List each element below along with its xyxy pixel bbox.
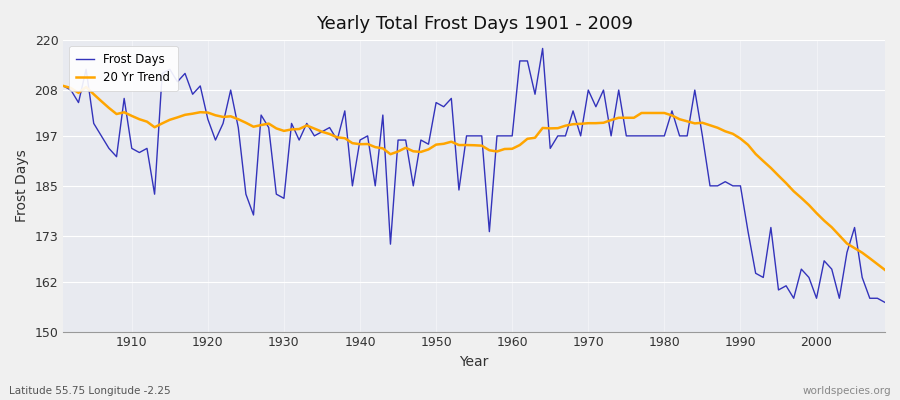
20 Yr Trend bbox=[332, 135, 343, 140]
Text: Latitude 55.75 Longitude -2.25: Latitude 55.75 Longitude -2.25 bbox=[9, 386, 171, 396]
20 Yr Trend bbox=[58, 84, 68, 88]
Frost Days bbox=[537, 46, 548, 51]
Frost Days bbox=[58, 84, 68, 88]
Frost Days bbox=[286, 121, 297, 126]
X-axis label: Year: Year bbox=[460, 355, 489, 369]
Frost Days bbox=[879, 300, 890, 305]
Line: 20 Yr Trend: 20 Yr Trend bbox=[63, 86, 885, 270]
Frost Days bbox=[119, 96, 130, 101]
Frost Days bbox=[500, 134, 510, 138]
Text: worldspecies.org: worldspecies.org bbox=[803, 386, 891, 396]
20 Yr Trend bbox=[879, 268, 890, 272]
Line: Frost Days: Frost Days bbox=[63, 48, 885, 302]
Frost Days bbox=[507, 134, 517, 138]
20 Yr Trend bbox=[500, 146, 510, 151]
20 Yr Trend bbox=[119, 110, 130, 115]
Frost Days bbox=[606, 134, 616, 138]
20 Yr Trend bbox=[598, 120, 609, 125]
20 Yr Trend bbox=[507, 146, 517, 151]
20 Yr Trend bbox=[286, 127, 297, 132]
Y-axis label: Frost Days: Frost Days bbox=[15, 150, 29, 222]
Frost Days bbox=[332, 138, 343, 142]
Legend: Frost Days, 20 Yr Trend: Frost Days, 20 Yr Trend bbox=[69, 46, 177, 91]
Title: Yearly Total Frost Days 1901 - 2009: Yearly Total Frost Days 1901 - 2009 bbox=[316, 15, 633, 33]
